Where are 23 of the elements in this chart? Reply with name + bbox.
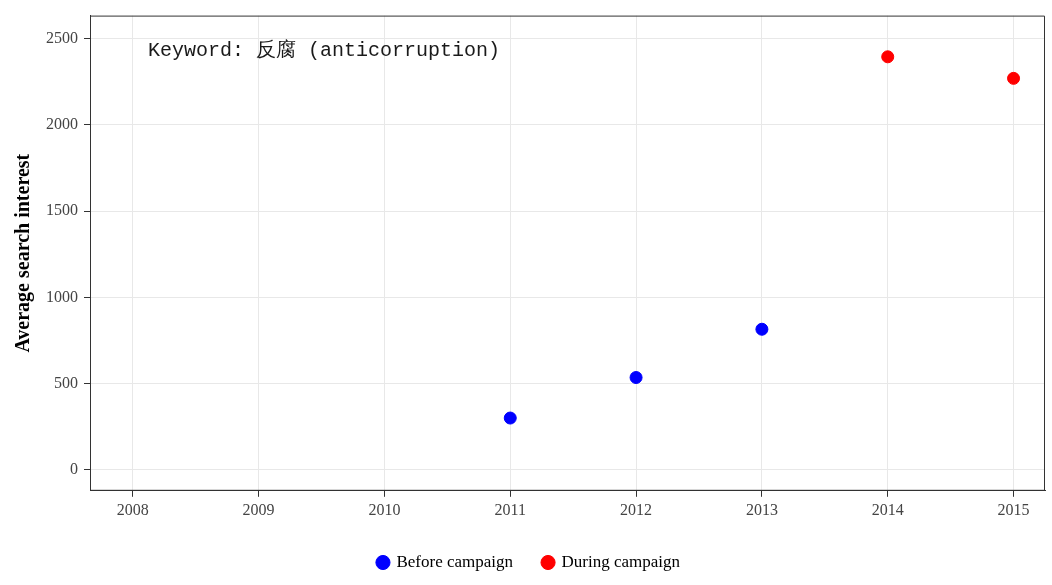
x-tick-label: 2012 bbox=[620, 500, 653, 518]
y-tick-label: 2500 bbox=[46, 28, 78, 46]
x-tick-label: 2013 bbox=[745, 500, 778, 518]
x-tick-label: 2008 bbox=[116, 500, 149, 518]
y-tick-label: 1500 bbox=[46, 201, 78, 219]
point bbox=[1007, 71, 1021, 85]
point bbox=[629, 371, 643, 385]
legend-label: Before campaign bbox=[396, 551, 514, 571]
y-tick-label: 2000 bbox=[46, 115, 78, 133]
legend-label: During campaign bbox=[561, 551, 681, 571]
annotation: Keyword: 反腐 (anticorruption) bbox=[148, 38, 501, 62]
point bbox=[881, 50, 895, 64]
point bbox=[503, 411, 517, 425]
y-tick-label: 0 bbox=[70, 459, 78, 477]
y-axis-title: Average search interest bbox=[11, 153, 35, 353]
x-tick-label: 2014 bbox=[871, 500, 904, 518]
x-tick-label: 2015 bbox=[997, 500, 1030, 518]
x-tick-label: 2009 bbox=[242, 500, 275, 518]
y-tick-label: 1000 bbox=[46, 287, 78, 305]
point bbox=[755, 322, 769, 336]
x-tick-label: 2010 bbox=[368, 500, 401, 518]
y-tick-label: 500 bbox=[54, 373, 78, 391]
x-tick-label: 2011 bbox=[494, 500, 526, 518]
